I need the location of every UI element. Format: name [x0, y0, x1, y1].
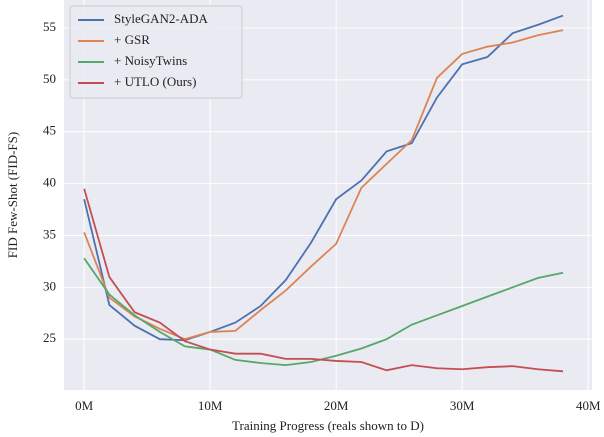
y-axis-label: FID Few-Shot (FID-FS): [5, 132, 20, 258]
x-axis-label: Training Progress (reals shown to D): [232, 418, 424, 433]
legend-label: + NoisyTwins: [114, 53, 187, 68]
legend-label: + GSR: [114, 32, 150, 47]
y-tick-label: 40: [43, 175, 56, 190]
series-line: [83, 257, 564, 367]
y-tick-label: 30: [43, 278, 56, 293]
legend-label: + UTLO (Ours): [114, 74, 196, 89]
x-tick-label: 40M: [576, 398, 601, 413]
legend-label: StyleGAN2-ADA: [114, 11, 208, 26]
y-tick-label: 55: [43, 19, 56, 34]
x-tick-label: 20M: [324, 398, 349, 413]
y-tick-label: 50: [43, 71, 56, 86]
x-tick-label: 30M: [450, 398, 475, 413]
x-tick-label: 10M: [198, 398, 223, 413]
legend-box: [69, 5, 243, 99]
series-line: [83, 14, 564, 342]
legend: StyleGAN2-ADA + GSR + NoisyTwins + UTLO (Ou…: [69, 5, 243, 99]
series-line: [83, 188, 564, 373]
y-tick-label: 45: [43, 123, 56, 138]
series-line: [83, 29, 564, 341]
lines: [83, 14, 564, 373]
y-tick-label: 35: [43, 226, 56, 241]
y-tick-label: 25: [43, 330, 56, 345]
x-tick-label: 0M: [75, 398, 94, 413]
